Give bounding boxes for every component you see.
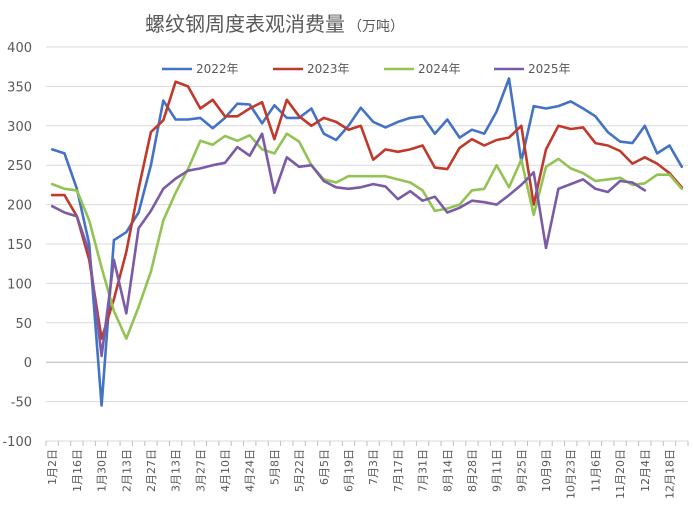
x-tick-label: 12月18日: [663, 449, 676, 499]
x-tick-label: 2月27日: [145, 449, 158, 492]
series-line-2022年: [50, 77, 684, 407]
x-tick-label: 9月25日: [515, 449, 528, 492]
gridlines: [46, 46, 688, 442]
x-tick-label: 8月28日: [466, 449, 479, 492]
x-tick-label: 6月19日: [342, 449, 355, 492]
x-tick-label: 7月3日: [367, 449, 380, 485]
legend-label: 2024年: [418, 62, 461, 76]
x-tick-label: 9月11日: [491, 449, 504, 492]
x-tick-label: 6月5日: [318, 449, 331, 485]
y-tick-label: 300: [7, 120, 32, 135]
chart-title-unit: （万吨）: [348, 19, 404, 35]
x-tick-label: 1月2日: [46, 449, 59, 485]
y-tick-label: 100: [7, 277, 32, 292]
y-tick-label: 400: [7, 41, 32, 56]
x-tick-label: 4月24日: [244, 449, 257, 492]
series-line-2024年: [50, 132, 684, 340]
legend-label: 2025年: [528, 62, 571, 76]
x-axis: [45, 361, 689, 446]
x-tick-label: 10月23日: [565, 449, 578, 499]
x-tick-label: 3月27日: [194, 449, 207, 492]
x-axis-tick-labels: 1月2日 1月16日 1月30日 2月13日 2月27日 3月13日 3月27日 4月10日 4…: [46, 449, 676, 499]
legend-label: 2023年: [307, 62, 350, 76]
x-tick-label: 7月17日: [392, 449, 405, 492]
chart-title: 螺纹钢周度表观消费量: [145, 12, 345, 36]
y-tick-label: -50: [11, 396, 32, 411]
x-tick-label: 10月9日: [540, 449, 553, 492]
legend-label: 2022年: [196, 62, 239, 76]
y-tick-label: -100: [2, 435, 32, 450]
x-tick-label: 5月22日: [293, 449, 306, 492]
y-tick-label: 0: [24, 356, 32, 371]
y-tick-label: 350: [7, 80, 32, 95]
x-tick-label: 4月10日: [219, 449, 232, 492]
x-tick-label: 7月31日: [417, 449, 430, 492]
series-line-2025年: [50, 132, 647, 358]
y-tick-label: 250: [7, 159, 32, 174]
x-tick-label: 3月13日: [170, 449, 183, 492]
x-tick-label: 1月16日: [71, 449, 84, 492]
x-tick-label: 2月13日: [120, 449, 133, 492]
y-tick-label: 150: [7, 238, 32, 253]
x-tick-label: 1月30日: [96, 449, 109, 492]
x-tick-label: 5月8日: [268, 449, 281, 485]
x-tick-label: 11月20日: [614, 449, 627, 499]
series-line-2023年: [50, 80, 684, 340]
y-tick-label: 200: [7, 199, 32, 214]
y-axis-tick-labels: -100 -50 0 50 100 150 200 250 300 350 400: [2, 41, 32, 450]
series-lines: [50, 77, 684, 407]
x-tick-label: 12月4日: [639, 449, 652, 492]
x-tick-label: 11月6日: [589, 449, 602, 492]
legend: 2022年 2023年 2024年 2025年: [162, 62, 571, 76]
y-tick-label: 50: [15, 317, 32, 332]
x-tick-label: 8月14日: [441, 449, 454, 492]
